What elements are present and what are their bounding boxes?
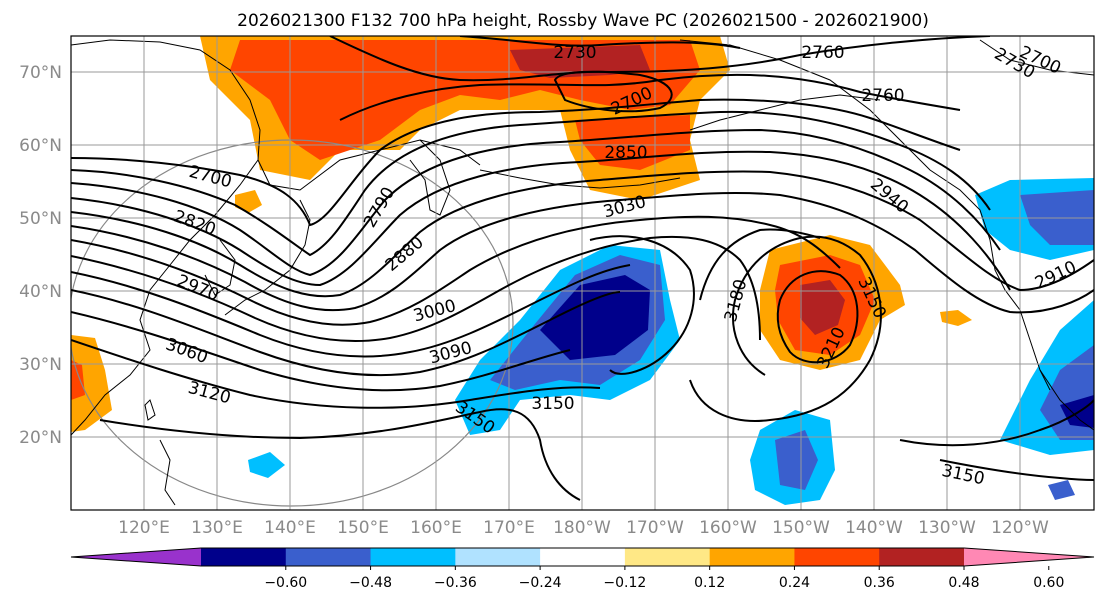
contour-2760-mid (339, 73, 961, 121)
lat-label: 70°N (19, 63, 62, 83)
colorbar-tick-label: 0.12 (694, 575, 725, 591)
coast-alaska-peninsula (689, 94, 881, 131)
lat-label: 60°N (19, 136, 62, 156)
colorbar-segment (455, 548, 541, 566)
lon-label: 120°E (118, 518, 170, 538)
colorbar-segment (201, 548, 287, 566)
lon-label: 160°W (699, 518, 757, 538)
colorbar-extend-high (964, 548, 1094, 566)
contour-label: 2730 (553, 43, 596, 63)
positive-anomaly-small-japan (235, 190, 262, 213)
contour-2790 (71, 98, 961, 227)
colorbar-tick-label: 0.48 (948, 575, 979, 591)
negative-anomaly-south-core (775, 430, 818, 490)
positive-anomaly-small-baja (940, 310, 972, 326)
contour-3120 (71, 339, 601, 409)
gridlines (71, 36, 1094, 510)
colorbar-tick-label: 0.36 (864, 575, 895, 591)
coast-aleutians (479, 169, 681, 189)
colorbar-segment (624, 548, 711, 566)
lon-label: 160°E (410, 518, 462, 538)
positive-anomaly-west-edge (71, 335, 112, 432)
contour-3150-trough (589, 235, 695, 375)
colorbar-extend-low (71, 548, 201, 566)
contour-label: 2850 (604, 143, 647, 163)
coast-philippines (159, 439, 176, 506)
contour-2940 (71, 191, 1094, 314)
latitude-labels: 70°N 60°N 50°N 40°N 30°N 20°N (19, 63, 62, 448)
colorbar-segment (794, 548, 880, 566)
contour-label: 2760 (861, 86, 904, 106)
contour-2730-north (459, 36, 741, 49)
negative-anomaly-southeast-max (1060, 395, 1094, 428)
lon-label: 180°W (553, 518, 611, 538)
contour-3060 (71, 289, 621, 377)
contour-3150-south (899, 399, 1094, 447)
lon-label: 140°W (845, 518, 903, 538)
contour-2820 (71, 110, 991, 257)
colorbar-tick-label: −0.24 (519, 575, 562, 591)
contour-3000 (71, 235, 761, 343)
colorbar-tick-label: −0.12 (603, 575, 646, 591)
lon-label: 150°W (772, 518, 830, 538)
colorbar-outline (70, 547, 1095, 567)
lon-label: 130°E (191, 518, 243, 538)
colorbar-tick-label: −0.48 (349, 575, 392, 591)
lon-label: 170°W (626, 518, 684, 538)
positive-anomaly-east-pacific-max (800, 280, 845, 335)
coast-alaska (679, 39, 1051, 391)
contour-3090 (71, 311, 571, 392)
lat-label: 20°N (19, 428, 62, 448)
height-contours (71, 36, 1094, 501)
lon-label: 170°E (483, 518, 535, 538)
map-frame (70, 35, 1095, 511)
colorbar-segment (879, 548, 965, 566)
map-panel: 2730 2760 2760 2700 2730 2700 2850 2700 … (70, 35, 1095, 511)
negative-anomaly-central-pacific-core (540, 275, 650, 360)
lat-label: 50°N (19, 209, 62, 229)
lat-label: 30°N (19, 355, 62, 375)
longitude-labels: 120°E 130°E 140°E 150°E 160°E 170°E 180°… (118, 518, 1049, 538)
lon-label: 150°E (337, 518, 389, 538)
contour-2850 (71, 128, 1001, 277)
colorbar-segment (370, 548, 456, 566)
contour-3180 (699, 228, 821, 301)
lon-label: 120°W (991, 518, 1049, 538)
contour-3030 (71, 264, 631, 358)
contour-label: 3150 (531, 394, 574, 414)
colorbar-segment (285, 548, 372, 566)
negative-anomaly-small-se (1048, 480, 1075, 500)
coast-kamchatka (409, 139, 451, 216)
coast-taiwan (144, 399, 156, 421)
coastlines (71, 39, 1094, 506)
negative-anomaly-small-west (248, 452, 285, 478)
positive-anomaly-north-max (510, 45, 650, 78)
lat-label: 40°N (19, 282, 62, 302)
colorbar-tick-label: −0.36 (434, 575, 477, 591)
contour-label: 2760 (801, 43, 844, 63)
lon-label: 140°E (264, 518, 316, 538)
colorbar-tick-label: −0.60 (264, 575, 307, 591)
colorbar: −0.60 −0.48 −0.36 −0.24 −0.12 0.12 0.24 0.36 0.4… (70, 547, 1095, 591)
coast-asia-east (71, 159, 259, 436)
contour-2970 (71, 215, 841, 326)
contour-3210 (776, 270, 859, 364)
contour-3150-east (939, 459, 1094, 481)
colorbar-tick-label: 0.24 (779, 575, 810, 591)
contour-3150-ridge (689, 235, 882, 422)
contour-2880 (71, 150, 1011, 291)
contour-2910 (71, 170, 1094, 298)
contour-3150-west (99, 408, 581, 501)
chart-title: 2026021300 F132 700 hPa height, Rossby W… (237, 11, 929, 31)
positive-anomaly-west-edge-core (71, 360, 85, 400)
lon-label: 130°W (918, 518, 976, 538)
colorbar-segment (709, 548, 795, 566)
coast-mexico (1039, 369, 1094, 431)
colorbar-segment (540, 548, 626, 566)
domain-circle (71, 139, 514, 507)
colorbar-tick-label: 0.60 (1033, 575, 1064, 591)
coast-korea (204, 239, 236, 296)
